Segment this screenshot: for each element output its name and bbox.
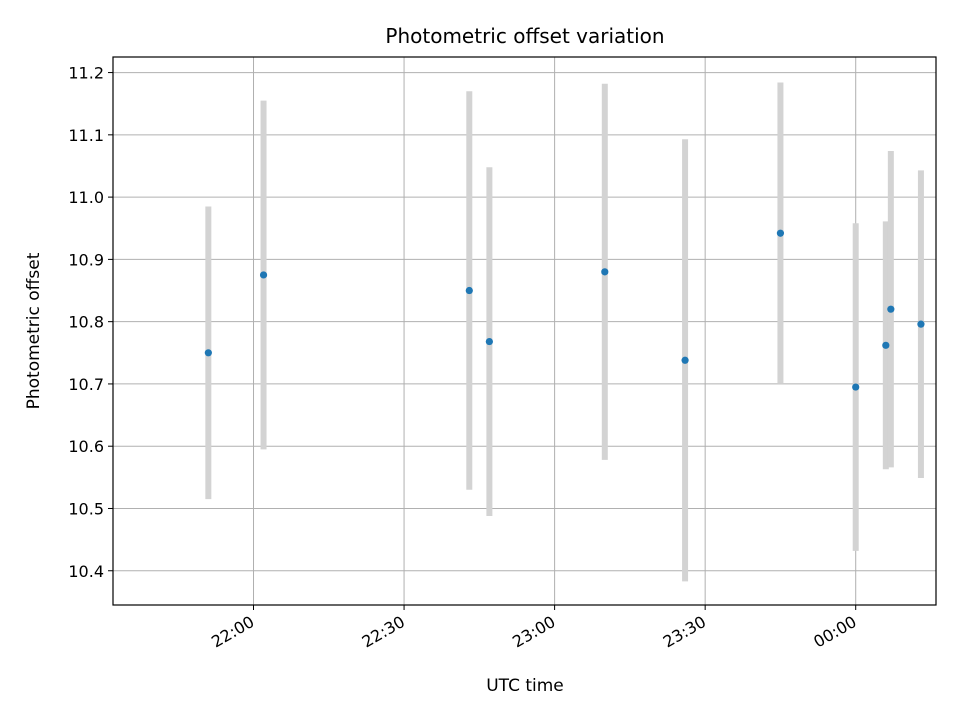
x-tick-label: 23:30 [660, 612, 709, 652]
data-point [681, 357, 688, 364]
data-point [486, 338, 493, 345]
y-tick-label: 10.9 [68, 250, 104, 269]
y-axis: 10.4 10.5 10.6 10.7 10.8 10.9 11.0 11.1 11.2 [68, 64, 113, 581]
y-tick-label: 10.6 [68, 437, 104, 456]
x-tick-label: 22:00 [208, 612, 257, 652]
x-tick-label: 23:00 [509, 612, 558, 652]
offset-chart: Photometric offset variation 10.410.510.… [0, 0, 960, 720]
y-tick-label: 10.8 [68, 313, 104, 332]
x-tick-label: 00:00 [810, 612, 859, 652]
data-point [205, 349, 212, 356]
data-point [887, 306, 894, 313]
plot-frame [113, 57, 936, 605]
grid-lines [113, 57, 936, 605]
y-axis-title: Photometric offset [24, 252, 44, 409]
data-markers [205, 230, 960, 391]
chart-title: Photometric offset variation [385, 24, 664, 48]
y-tick-label: 10.4 [68, 562, 104, 581]
data-point [260, 271, 267, 278]
y-tick-label: 11.0 [68, 188, 104, 207]
x-axis-title: UTC time [486, 676, 564, 696]
y-tick-label: 11.1 [68, 126, 104, 145]
data-point [917, 321, 924, 328]
data-point [882, 342, 889, 349]
error-bars [208, 83, 960, 582]
y-tick-label: 10.5 [68, 499, 104, 518]
data-point [777, 230, 784, 237]
data-point [601, 268, 608, 275]
data-point [852, 383, 859, 390]
y-tick-label: 11.2 [68, 64, 104, 83]
x-tick-label: 22:30 [359, 612, 408, 652]
data-point [466, 287, 473, 294]
y-tick-label: 10.7 [68, 375, 104, 394]
x-axis: 22:00 22:30 23:00 23:30 00:00 [208, 605, 860, 652]
